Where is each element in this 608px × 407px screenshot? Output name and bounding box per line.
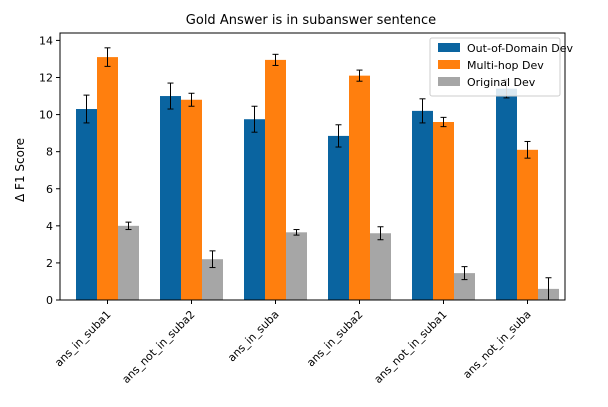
bar-1-ans_not_in_suba1 [412,110,433,300]
x-tick-label: ans_not_in_suba [460,308,533,381]
bar-2-ans_not_in_suba2 [181,99,202,300]
bar-1-ans_not_in_suba2 [160,96,181,300]
bar-2-ans_in_suba [265,59,286,300]
x-tick-label: ans_in_suba1 [52,308,113,369]
x-tick-label: ans_in_suba [225,308,282,365]
bar-2-ans_not_in_suba1 [433,122,454,300]
error-bar [251,105,258,133]
y-tick-label: 12 [39,72,53,85]
error-bar [104,47,111,67]
y-tick-label: 6 [46,183,53,196]
legend-label: Original Dev [467,76,536,89]
y-tick-label: 10 [39,109,53,122]
legend-swatch [438,77,460,86]
bar-1-ans_in_suba2 [328,135,349,300]
x-tick-label: ans_not_in_suba1 [372,308,450,386]
y-tick-label: 4 [46,220,53,233]
y-tick-label: 14 [39,34,53,47]
y-tick-label: 2 [46,257,53,270]
error-bar [188,92,195,107]
error-bar [335,124,342,148]
y-axis: 0 2 4 6 8 10 12 14 [39,34,60,307]
error-bar [524,140,531,159]
bar-3-ans_in_suba [286,232,307,300]
x-tick-label: ans_in_suba2 [304,308,365,369]
error-bar [356,69,363,82]
legend-label: Out-of-Domain Dev [467,42,574,55]
bar-3-ans_in_suba2 [370,233,391,300]
error-bar [419,98,426,124]
error-bar [440,116,447,128]
error-bar [461,266,468,281]
x-axis: ans_in_suba1 ans_not_in_suba2 ans_in_suba a… [52,300,534,386]
x-tick-label: ans_not_in_suba2 [120,308,198,386]
error-bar [272,53,279,66]
plot-frame [59,32,566,301]
legend: Out-of-Domain Dev Multi-hop Dev Original D… [429,37,574,97]
y-tick-label: 0 [46,294,53,307]
chart-title: Gold Answer is in subanswer sentence [186,13,436,28]
bar-3-ans_not_in_suba2 [202,259,223,300]
error-bars-layer [83,47,552,301]
error-bar [293,229,300,236]
error-bar [209,250,216,269]
bar-3-ans_not_in_suba1 [454,273,475,300]
error-bar [83,94,90,124]
error-bar [377,226,384,241]
legend-swatch [438,60,460,69]
bar-2-ans_not_in_suba [517,149,538,300]
y-tick-label: 8 [46,146,53,159]
bar-1-ans_not_in_suba [496,88,517,301]
legend-label: Multi-hop Dev [467,59,544,72]
bar-1-ans_in_suba [244,119,265,300]
bar-2-ans_in_suba2 [349,75,370,301]
bar-1-ans_in_suba1 [76,109,97,301]
bars-layer [76,57,559,301]
bar-3-ans_in_suba1 [118,225,139,300]
legend-frame [429,37,561,97]
bar-2-ans_in_suba1 [97,57,118,300]
y-axis-label: Δ F1 Score [13,138,27,202]
legend-swatch [438,43,460,52]
error-bar [125,221,132,231]
error-bar [167,82,174,110]
